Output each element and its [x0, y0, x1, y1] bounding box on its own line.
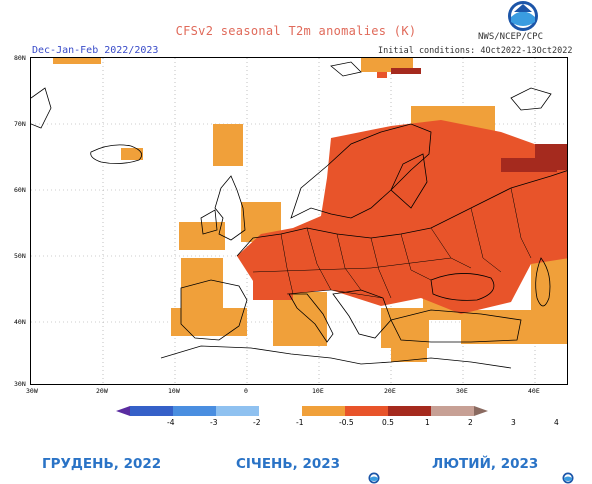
colorbar-swatch	[388, 406, 431, 416]
colorbar-swatch	[302, 406, 345, 416]
lat-label-30n: 30N	[14, 380, 26, 388]
colorbar-tick-label: -1	[296, 418, 304, 427]
colorbar-swatch	[116, 406, 130, 416]
noaa-mini-logo-icon	[368, 472, 380, 484]
anomaly-region-2-3	[391, 68, 567, 172]
anomaly-region-1-2	[237, 72, 567, 314]
colorbar-swatch	[130, 406, 173, 416]
lat-label-70n: 70N	[14, 120, 26, 128]
country-borders	[252, 187, 532, 299]
lat-label-80n: 80N	[14, 54, 26, 62]
anomaly-map-svg	[31, 58, 567, 384]
forecast-period: Dec-Jan-Feb 2022/2023	[32, 45, 159, 56]
colorbar-tick-label: 1	[425, 418, 430, 427]
lat-label-50n: 50N	[14, 252, 26, 260]
colorbar-tick-label: 3	[511, 418, 516, 427]
colorbar	[116, 406, 488, 416]
colorbar-tick-label: -3	[210, 418, 218, 427]
lon-label-0: 0	[244, 387, 248, 395]
anomaly-map	[30, 57, 568, 385]
colorbar-tick-label: 2	[468, 418, 473, 427]
colorbar-swatch	[474, 406, 488, 416]
lon-label-10e: 10E	[312, 387, 324, 395]
colorbar-tick-label: 0.5	[382, 418, 394, 427]
lat-label-40n: 40N	[14, 318, 26, 326]
lon-label-30e: 30E	[456, 387, 468, 395]
agency-label: NWS/NCEP/CPC	[478, 32, 544, 42]
colorbar-swatch	[345, 406, 388, 416]
colorbar-swatch	[216, 406, 259, 416]
colorbar-tick-label: -0.5	[339, 418, 354, 427]
lon-label-20e: 20E	[384, 387, 396, 395]
month-label-january: СІЧЕНЬ, 2023	[236, 456, 341, 472]
colorbar-tick-label: -2	[253, 418, 261, 427]
lon-label-30w: 30W	[26, 387, 38, 395]
month-label-february: ЛЮТИЙ, 2023	[432, 456, 539, 472]
chart-title: CFSv2 seasonal T2m anomalies (K)	[175, 24, 417, 38]
lon-label-40e: 40E	[528, 387, 540, 395]
coastlines	[31, 61, 567, 369]
anomaly-region-0.5-1	[53, 58, 567, 362]
colorbar-tick-label: -4	[167, 418, 175, 427]
colorbar-tick-label: 4	[554, 418, 559, 427]
lon-label-20w: 20W	[96, 387, 108, 395]
noaa-logo-icon	[508, 1, 538, 31]
noaa-mini-logo-icon	[562, 472, 574, 484]
colorbar-swatch	[431, 406, 474, 416]
colorbar-swatch	[173, 406, 216, 416]
initial-conditions-label: Initial conditions: 4Oct2022-13Oct2022	[378, 46, 573, 56]
month-label-december: ГРУДЕНЬ, 2022	[42, 456, 162, 472]
lon-label-10w: 10W	[168, 387, 180, 395]
lat-label-60n: 60N	[14, 186, 26, 194]
colorbar-swatch	[259, 406, 302, 416]
